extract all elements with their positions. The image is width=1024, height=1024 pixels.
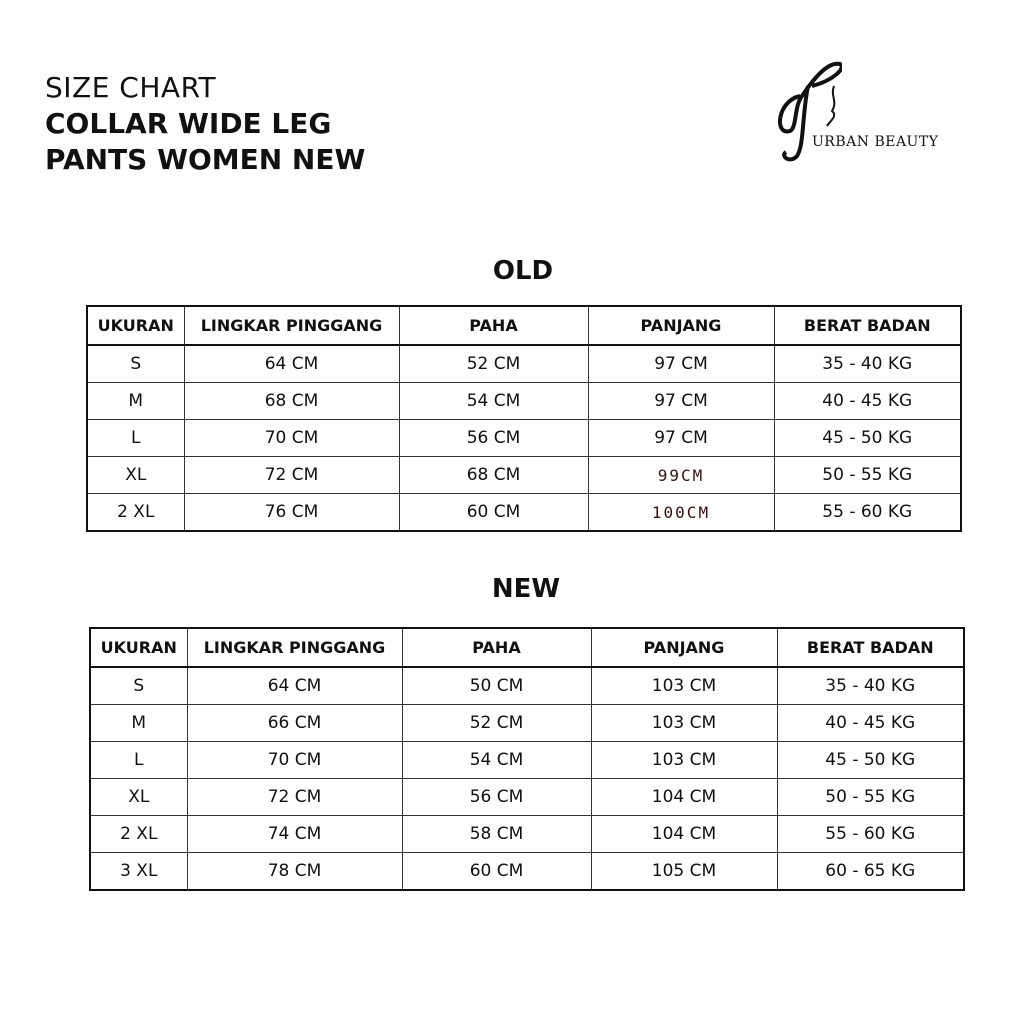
table-cell: XL xyxy=(86,456,185,494)
table-cell: 2 XL xyxy=(86,493,185,532)
column-header: PAHA xyxy=(398,305,589,346)
table-row: 2 XL 74 CM 58 CM 104 CM 55 - 60 KG xyxy=(89,815,965,853)
header-row: UKURAN LINGKAR PINGGANG PAHA PANJANG BERAT B… xyxy=(86,305,962,346)
table-cell: 64 CM xyxy=(186,666,403,705)
table-cell: 56 CM xyxy=(401,778,592,816)
table-cell: L xyxy=(89,741,188,779)
table-cell: 70 CM xyxy=(183,419,400,457)
table-cell: 72 CM xyxy=(186,778,403,816)
table-cell: 76 CM xyxy=(183,493,400,532)
title-line-1: SIZE CHART xyxy=(45,71,217,104)
table-row: 3 XL 78 CM 60 CM 105 CM 60 - 65 KG xyxy=(89,852,965,891)
page-title: SIZE CHART COLLAR WIDE LEG PANTS WOMEN N… xyxy=(45,70,365,178)
table-cell: 97 CM xyxy=(587,344,775,383)
table-cell: 104 CM xyxy=(590,815,778,853)
table-cell: 2 XL xyxy=(89,815,188,853)
table-cell: 50 - 55 KG xyxy=(776,778,965,816)
table-cell: 52 CM xyxy=(398,344,589,383)
table-cell: 52 CM xyxy=(401,704,592,742)
column-header: BERAT BADAN xyxy=(773,305,962,346)
table-cell: 103 CM xyxy=(590,666,778,705)
table-cell: 103 CM xyxy=(590,741,778,779)
column-header: UKURAN xyxy=(89,627,188,668)
column-header: PAHA xyxy=(401,627,592,668)
logo-text: URBAN BEAUTY xyxy=(812,134,939,150)
brand-logo: URBAN BEAUTY xyxy=(772,56,972,166)
column-header: BERAT BADAN xyxy=(776,627,965,668)
table-cell: 60 - 65 KG xyxy=(776,852,965,891)
title-line-2: COLLAR WIDE LEG xyxy=(45,107,332,140)
table-cell: 105 CM xyxy=(590,852,778,891)
table-cell: 68 CM xyxy=(398,456,589,494)
table-row: L 70 CM 54 CM 103 CM 45 - 50 KG xyxy=(89,741,965,779)
table-row: M 66 CM 52 CM 103 CM 40 - 45 KG xyxy=(89,704,965,742)
table-cell: 45 - 50 KG xyxy=(776,741,965,779)
table-cell: 50 - 55 KG xyxy=(773,456,962,494)
table-cell: 3 XL xyxy=(89,852,188,891)
table-cell: M xyxy=(86,382,185,420)
table-row: L 70 CM 56 CM 97 CM 45 - 50 KG xyxy=(86,419,962,457)
table-cell: 78 CM xyxy=(186,852,403,891)
table-row: S 64 CM 50 CM 103 CM 35 - 40 KG xyxy=(89,666,965,705)
table-cell: M xyxy=(89,704,188,742)
table-cell: XL xyxy=(89,778,188,816)
column-header: PANJANG xyxy=(587,305,775,346)
column-header: UKURAN xyxy=(86,305,185,346)
column-header: LINGKAR PINGGANG xyxy=(183,305,400,346)
table-cell: 35 - 40 KG xyxy=(776,666,965,705)
table-cell: 35 - 40 KG xyxy=(773,344,962,383)
table-row: XL 72 CM 56 CM 104 CM 50 - 55 KG xyxy=(89,778,965,816)
table-cell: L xyxy=(86,419,185,457)
table-row: XL 72 CM 68 CM 99CM 50 - 55 KG xyxy=(86,456,962,494)
logo-monogram-icon xyxy=(778,61,844,162)
table-row: S 64 CM 52 CM 97 CM 35 - 40 KG xyxy=(86,344,962,383)
table-cell: 56 CM xyxy=(398,419,589,457)
table-cell: 97 CM xyxy=(587,419,775,457)
table-cell: 40 - 45 KG xyxy=(776,704,965,742)
table-cell: S xyxy=(86,344,185,383)
table-cell: 74 CM xyxy=(186,815,403,853)
table-cell: S xyxy=(89,666,188,705)
table-cell: 104 CM xyxy=(590,778,778,816)
table-cell: 55 - 60 KG xyxy=(773,493,962,532)
table-cell: 99CM xyxy=(587,456,775,494)
table-cell: 40 - 45 KG xyxy=(773,382,962,420)
header-row: UKURAN LINGKAR PINGGANG PAHA PANJANG BERAT B… xyxy=(89,627,965,668)
column-header: PANJANG xyxy=(590,627,778,668)
table-cell: 68 CM xyxy=(183,382,400,420)
table-cell: 54 CM xyxy=(401,741,592,779)
table-cell: 66 CM xyxy=(186,704,403,742)
table-cell: 72 CM xyxy=(183,456,400,494)
table-cell: 58 CM xyxy=(401,815,592,853)
table-row: 2 XL 76 CM 60 CM 100CM 55 - 60 KG xyxy=(86,493,962,532)
table-cell: 103 CM xyxy=(590,704,778,742)
table-cell: 50 CM xyxy=(401,666,592,705)
new-section-title: NEW xyxy=(491,574,561,604)
title-line-3: PANTS WOMEN NEW xyxy=(45,143,366,176)
table-cell: 60 CM xyxy=(401,852,592,891)
table-cell: 64 CM xyxy=(183,344,400,383)
old-section-title: OLD xyxy=(492,256,554,286)
table-cell: 97 CM xyxy=(587,382,775,420)
table-cell: 54 CM xyxy=(398,382,589,420)
table-cell: 60 CM xyxy=(398,493,589,532)
table-cell: 70 CM xyxy=(186,741,403,779)
table-cell: 45 - 50 KG xyxy=(773,419,962,457)
old-size-table: UKURAN LINGKAR PINGGANG PAHA PANJANG BERAT B… xyxy=(86,305,962,532)
table-cell: 100CM xyxy=(587,493,775,532)
table-cell: 55 - 60 KG xyxy=(776,815,965,853)
new-size-table: UKURAN LINGKAR PINGGANG PAHA PANJANG BERAT B… xyxy=(89,627,965,891)
table-row: M 68 CM 54 CM 97 CM 40 - 45 KG xyxy=(86,382,962,420)
column-header: LINGKAR PINGGANG xyxy=(186,627,403,668)
